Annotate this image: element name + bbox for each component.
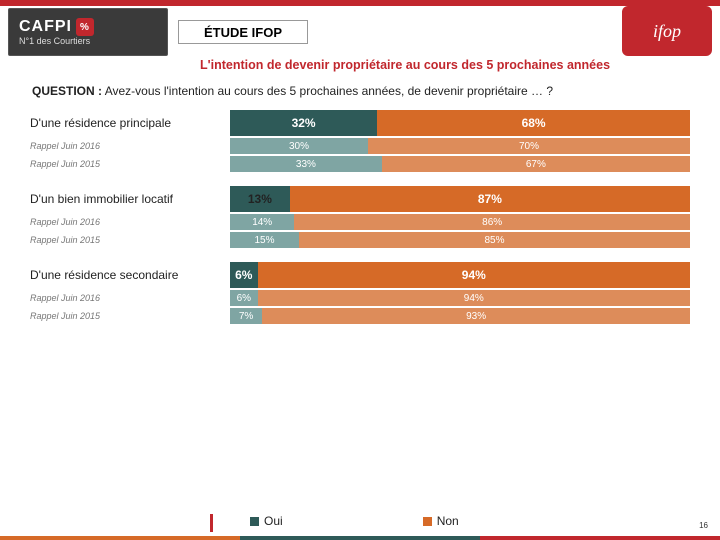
- bar: 15%85%: [230, 232, 690, 248]
- bar: 6%94%: [230, 262, 690, 288]
- chart-group: D'une résidence principale32%68%Rappel J…: [30, 110, 690, 172]
- segment-non: 67%: [382, 156, 690, 172]
- row-label: D'une résidence principale: [30, 116, 230, 130]
- chart-row-main: D'une résidence principale32%68%: [30, 110, 690, 136]
- segment-oui: 15%: [230, 232, 299, 248]
- segment-oui: 6%: [230, 290, 258, 306]
- bar: 7%93%: [230, 308, 690, 324]
- chart-row-recall: Rappel Juin 20166%94%: [30, 290, 690, 306]
- question-label: QUESTION :: [32, 84, 102, 98]
- bar: 32%68%: [230, 110, 690, 136]
- bar: 13%87%: [230, 186, 690, 212]
- row-label: D'une résidence secondaire: [30, 268, 230, 282]
- row-label: Rappel Juin 2015: [30, 311, 230, 321]
- row-label: D'un bien immobilier locatif: [30, 192, 230, 206]
- segment-non: 85%: [299, 232, 690, 248]
- bar: 30%70%: [230, 138, 690, 154]
- bar: 14%86%: [230, 214, 690, 230]
- bar: 33%67%: [230, 156, 690, 172]
- chart-area: D'une résidence principale32%68%Rappel J…: [30, 110, 690, 338]
- footer-bar-segment: [0, 536, 240, 540]
- segment-non: 70%: [368, 138, 690, 154]
- chart-row-recall: Rappel Juin 201515%85%: [30, 232, 690, 248]
- top-border: [0, 0, 720, 6]
- segment-oui: 13%: [230, 186, 290, 212]
- footer-tick: [210, 514, 213, 532]
- footer-bars: [0, 536, 720, 540]
- footer-bar-segment: [480, 536, 720, 540]
- brand-name: CAFPI: [19, 18, 72, 36]
- legend-non-label: Non: [437, 514, 459, 528]
- segment-non: 94%: [258, 290, 690, 306]
- row-label: Rappel Juin 2015: [30, 159, 230, 169]
- row-label: Rappel Juin 2015: [30, 235, 230, 245]
- chart-group: D'un bien immobilier locatif13%87%Rappel…: [30, 186, 690, 248]
- subtitle: L'intention de devenir propriétaire au c…: [200, 58, 610, 72]
- chart-row-main: D'une résidence secondaire6%94%: [30, 262, 690, 288]
- legend-non-swatch: [423, 517, 432, 526]
- page-number: 16: [699, 521, 708, 530]
- chart-row-recall: Rappel Juin 20157%93%: [30, 308, 690, 324]
- row-label: Rappel Juin 2016: [30, 217, 230, 227]
- chart-row-recall: Rappel Juin 201614%86%: [30, 214, 690, 230]
- segment-oui: 6%: [230, 262, 258, 288]
- legend-oui-label: Oui: [264, 514, 283, 528]
- footer-bar-segment: [240, 536, 480, 540]
- legend-oui-swatch: [250, 517, 259, 526]
- segment-oui: 30%: [230, 138, 368, 154]
- question-text: Avez-vous l'intention au cours des 5 pro…: [105, 84, 553, 98]
- segment-non: 86%: [294, 214, 690, 230]
- row-label: Rappel Juin 2016: [30, 293, 230, 303]
- segment-non: 93%: [262, 308, 690, 324]
- segment-non: 87%: [290, 186, 690, 212]
- segment-oui: 7%: [230, 308, 262, 324]
- segment-oui: 32%: [230, 110, 377, 136]
- study-tag: ÉTUDE IFOP: [178, 20, 308, 44]
- percent-icon: %: [76, 18, 94, 36]
- brand-tagline: N°1 des Courtiers: [19, 36, 167, 46]
- segment-oui: 33%: [230, 156, 382, 172]
- ifop-logo: ifop: [622, 6, 712, 56]
- segment-oui: 14%: [230, 214, 294, 230]
- segment-non: 68%: [377, 110, 690, 136]
- chart-row-recall: Rappel Juin 201630%70%: [30, 138, 690, 154]
- segment-non: 94%: [258, 262, 690, 288]
- bar: 6%94%: [230, 290, 690, 306]
- chart-group: D'une résidence secondaire6%94%Rappel Ju…: [30, 262, 690, 324]
- chart-row-recall: Rappel Juin 201533%67%: [30, 156, 690, 172]
- legend: Oui Non: [250, 514, 459, 528]
- row-label: Rappel Juin 2016: [30, 141, 230, 151]
- legend-non: Non: [423, 514, 459, 528]
- legend-oui: Oui: [250, 514, 283, 528]
- question-line: QUESTION : Avez-vous l'intention au cour…: [32, 84, 553, 98]
- chart-row-main: D'un bien immobilier locatif13%87%: [30, 186, 690, 212]
- cafpi-logo: CAFPI % N°1 des Courtiers: [8, 8, 168, 56]
